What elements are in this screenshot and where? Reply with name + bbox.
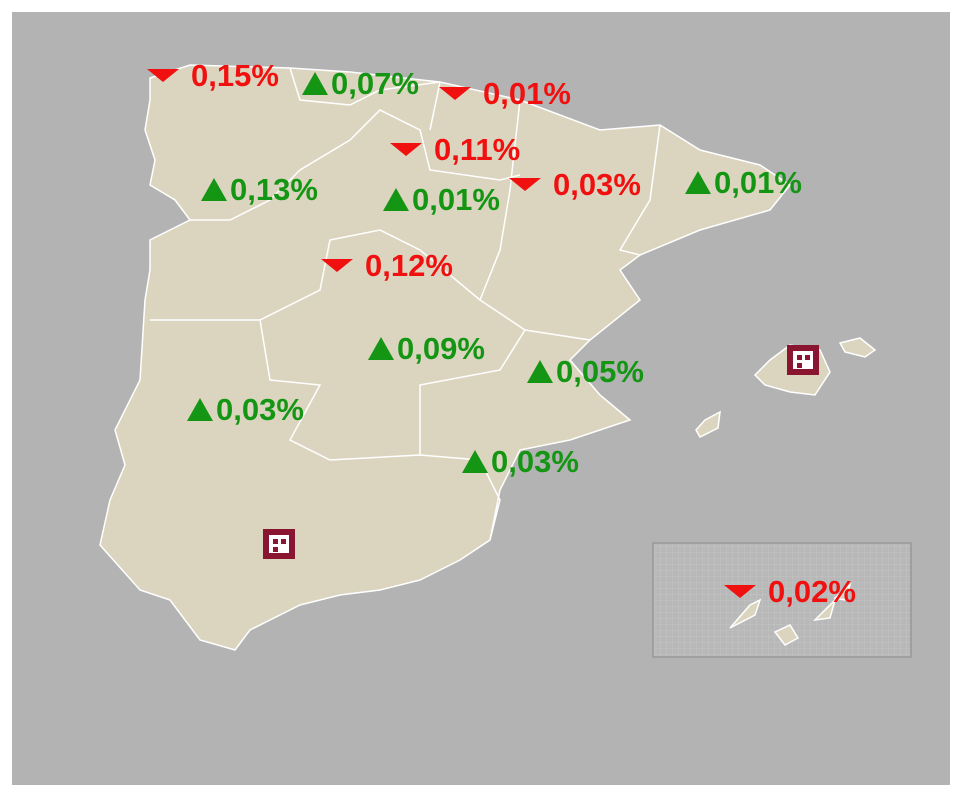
region-label: 0,13% xyxy=(230,172,318,207)
mainland xyxy=(99,64,792,651)
trend-arrow-up xyxy=(187,398,213,421)
region-label: 0,03% xyxy=(216,392,304,427)
trend-arrow-up xyxy=(302,72,328,95)
trend-arrow-down xyxy=(390,143,422,156)
region-label: 0,15% xyxy=(191,58,279,93)
trend-arrow-up xyxy=(201,178,227,201)
region-label: 0,01% xyxy=(483,76,571,111)
region-label: 0,11% xyxy=(434,132,520,167)
region-label: 0,02% xyxy=(768,574,856,609)
logo xyxy=(787,345,819,375)
trend-arrow-down xyxy=(439,87,471,100)
ibiza xyxy=(695,410,721,438)
region-label: 0,01% xyxy=(412,182,500,217)
trend-arrow-down xyxy=(509,178,541,191)
trend-arrow-up xyxy=(383,188,409,211)
region-label: 0,03% xyxy=(491,444,579,479)
region-label: 0,05% xyxy=(556,354,644,389)
region-label: 0,07% xyxy=(331,66,419,101)
region-label: 0,12% xyxy=(365,248,453,283)
region-label: 0,09% xyxy=(397,331,485,366)
region-label: 0,03% xyxy=(553,167,641,202)
logo xyxy=(263,529,295,559)
trend-arrow-up xyxy=(462,450,488,473)
trend-arrow-down xyxy=(147,69,179,82)
trend-arrow-up xyxy=(685,171,711,194)
trend-arrow-up xyxy=(527,360,553,383)
region-borders xyxy=(150,67,661,541)
region-label: 0,01% xyxy=(714,165,802,200)
menorca xyxy=(838,337,877,358)
trend-arrow-down xyxy=(321,259,353,272)
trend-arrow-up xyxy=(368,337,394,360)
trend-arrow-down xyxy=(724,585,756,598)
canary-islands xyxy=(729,582,852,646)
